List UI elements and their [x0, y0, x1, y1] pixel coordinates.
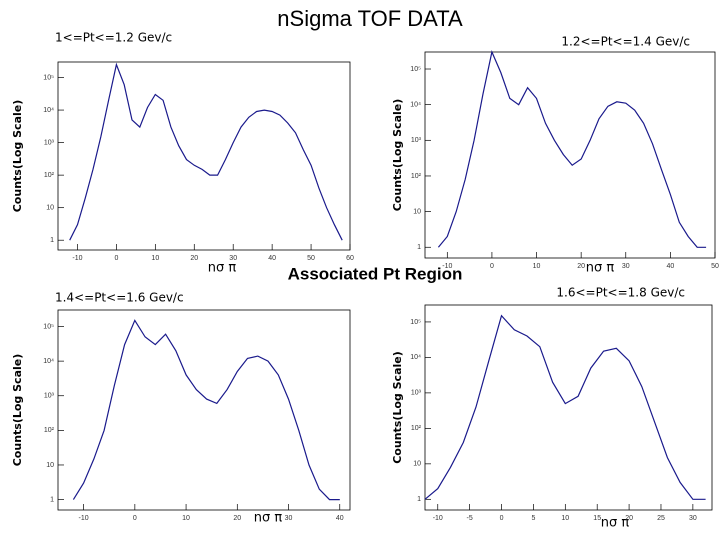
y-tick-label: 10⁴ — [43, 107, 54, 114]
y-tick-label: 10 — [46, 205, 54, 212]
x-tick-label: 25 — [657, 515, 665, 522]
plot-frame — [424, 304, 713, 511]
y-tick-label: 1 — [417, 244, 421, 251]
histogram-line — [69, 62, 343, 241]
x-tick-label: 40 — [336, 515, 344, 522]
y-tick-label: 10² — [411, 425, 422, 432]
x-tick-label: 10 — [182, 515, 190, 522]
x-tick-label: 0 — [114, 255, 118, 262]
y-tick-label: 10² — [44, 427, 55, 434]
y-axis-label: Counts(Log Scale) — [11, 354, 24, 467]
y-tick-label: 10⁴ — [410, 102, 421, 109]
plot-frame — [57, 61, 351, 251]
y-axis-label: Counts(Log Scale) — [11, 100, 24, 213]
y-tick-label: 10 — [413, 461, 421, 468]
y-tick-label: 10³ — [44, 139, 55, 146]
x-tick-label: 0 — [500, 515, 504, 522]
y-tick-label: 10² — [44, 172, 55, 179]
chart-title: 1.6<=Pt<=1.8 Gev/c — [556, 286, 685, 300]
slide-title: nSigma TOF DATA — [277, 6, 463, 31]
y-axis-label: Counts(Log Scale) — [391, 99, 404, 212]
x-tick-label: 30 — [689, 515, 697, 522]
y-tick-label: 10³ — [411, 137, 422, 144]
x-tick-label: 0 — [490, 263, 494, 270]
y-tick-label: 10³ — [411, 390, 422, 397]
x-tick-label: -5 — [467, 515, 473, 522]
x-tick-label: 40 — [666, 263, 674, 270]
y-tick-label: 10 — [46, 462, 54, 469]
x-tick-label: 30 — [229, 255, 237, 262]
y-tick-label: 10⁴ — [410, 354, 421, 361]
x-tick-label: -10 — [433, 515, 443, 522]
y-tick-label: 10⁵ — [43, 323, 54, 330]
x-axis-label: nσ π — [601, 516, 630, 531]
x-tick-label: 40 — [268, 255, 276, 262]
plot-frame — [57, 309, 351, 511]
chart-title: 1.2<=Pt<=1.4 Gev/c — [561, 35, 690, 49]
x-tick-label: 20 — [233, 515, 241, 522]
y-axis-label: Counts(Log Scale) — [391, 351, 404, 464]
plot-frame — [424, 51, 716, 259]
x-tick-label: 50 — [307, 255, 315, 262]
y-tick-label: 10⁵ — [43, 74, 54, 81]
y-tick-label: 1 — [50, 237, 54, 244]
x-tick-label: 5 — [531, 515, 535, 522]
x-tick-label: -10 — [442, 263, 452, 270]
x-tick-label: 20 — [190, 255, 198, 262]
y-tick-label: 10 — [413, 208, 421, 215]
x-axis-label: nσ π — [586, 261, 615, 276]
x-tick-label: 50 — [711, 263, 719, 270]
histogram-line — [424, 314, 706, 500]
y-tick-label: 10⁴ — [43, 358, 54, 365]
y-tick-label: 10² — [411, 173, 422, 180]
x-tick-label: 0 — [133, 515, 137, 522]
caption: Associated Pt Region — [288, 264, 463, 283]
x-tick-label: -10 — [72, 255, 82, 262]
x-tick-label: 10 — [151, 255, 159, 262]
histogram-line — [437, 50, 707, 248]
x-tick-label: 60 — [346, 255, 354, 262]
x-tick-label: 30 — [622, 263, 630, 270]
x-axis-label: nσ π — [254, 511, 283, 526]
x-tick-label: -10 — [79, 515, 89, 522]
x-tick-label: 20 — [625, 515, 633, 522]
y-tick-label: 1 — [50, 496, 54, 503]
x-tick-label: 30 — [285, 515, 293, 522]
y-tick-label: 10⁵ — [410, 66, 421, 73]
y-tick-label: 10³ — [44, 393, 55, 400]
x-tick-label: 10 — [533, 263, 541, 270]
x-axis-label: nσ π — [208, 261, 237, 276]
chart-title: 1.4<=Pt<=1.6 Gev/c — [55, 291, 184, 305]
chart-title: 1<=Pt<=1.2 Gev/c — [55, 31, 172, 45]
y-tick-label: 1 — [417, 496, 421, 503]
x-tick-label: 20 — [577, 263, 585, 270]
x-tick-label: 10 — [561, 515, 569, 522]
histogram-line — [72, 319, 340, 501]
x-tick-label: 15 — [593, 515, 601, 522]
y-tick-label: 10⁵ — [410, 319, 421, 326]
